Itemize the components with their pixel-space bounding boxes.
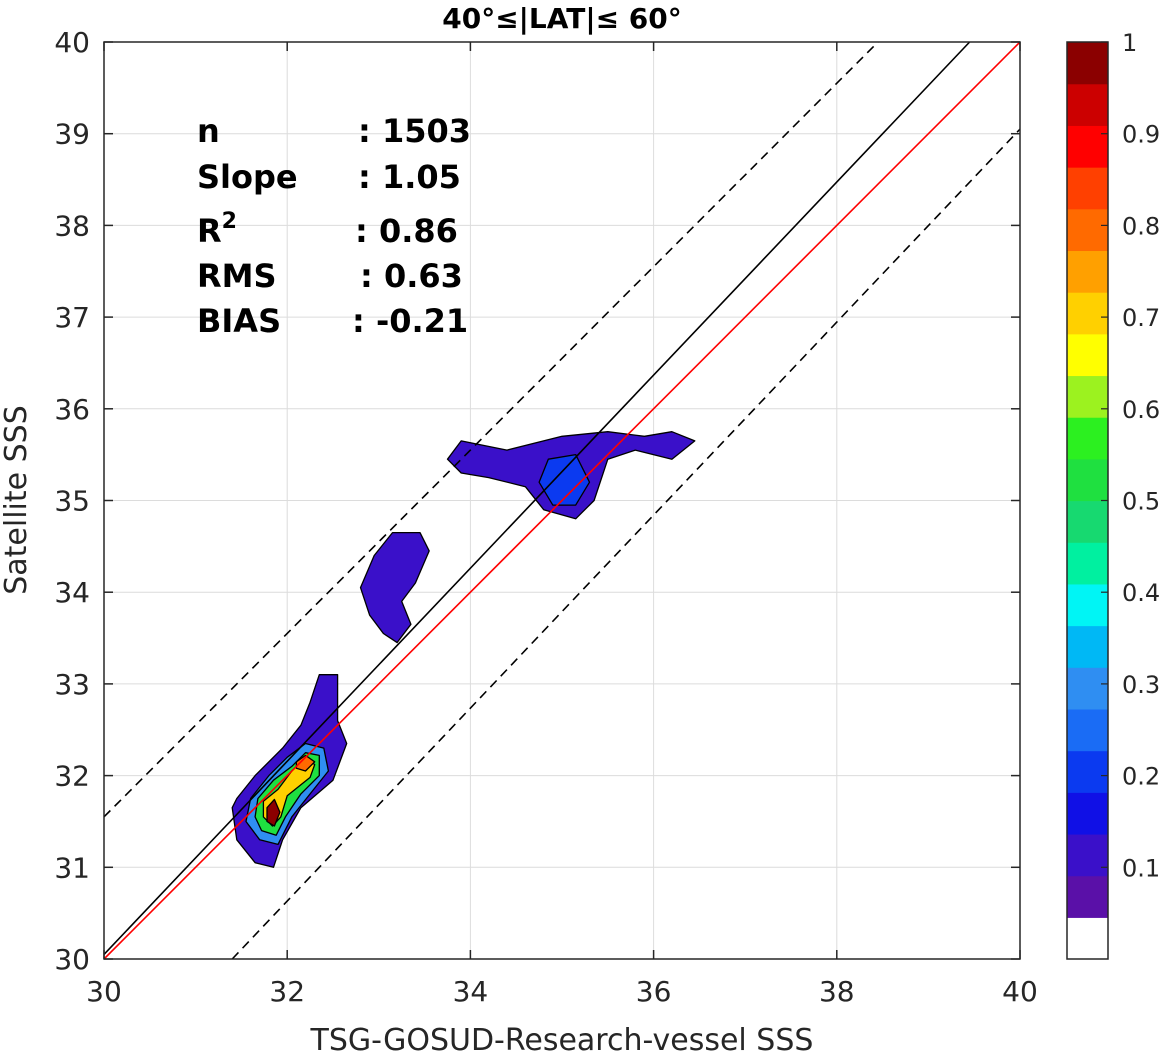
x-tick-label: 30 [86, 975, 122, 1008]
colorbar-tick-label: 0.6 [1122, 396, 1160, 424]
contour-level-1 [266, 798, 281, 827]
stat-value: : 1.05 [358, 158, 461, 196]
stat-value: : -0.21 [352, 302, 468, 340]
colorbar-segment [1067, 375, 1108, 418]
colorbar-segment [1067, 208, 1108, 252]
colorbar-segment [1067, 458, 1108, 502]
colorbar-tick-label: 1 [1122, 29, 1137, 57]
x-tick-label: 34 [453, 975, 489, 1008]
colorbar-segment [1067, 83, 1108, 126]
y-axis-label: Satellite SSS [0, 405, 34, 595]
y-tick-label: 30 [54, 943, 90, 976]
stat-label: BIAS [197, 302, 281, 340]
stat-value: : 1503 [358, 112, 471, 150]
contour-level-0.2 [538, 453, 591, 506]
x-tick-label: 36 [636, 975, 672, 1008]
colorbar-segment [1067, 500, 1108, 543]
one-to-one-line [103, 41, 1021, 960]
colorbar-tick-label: 0.7 [1122, 304, 1160, 332]
colorbar-tick-label: 0.9 [1122, 121, 1160, 149]
stat-label-text: n [197, 112, 220, 150]
y-tick-label: 35 [54, 485, 90, 518]
stat-label: Slope [197, 158, 298, 196]
colorbar-segment [1067, 333, 1108, 377]
colorbar-segment [1067, 917, 1108, 960]
stat-label-superscript: 2 [222, 209, 237, 234]
stat-label-text: Slope [197, 158, 298, 196]
x-tick-label: 40 [1002, 975, 1038, 1008]
colorbar-tick-label: 0.1 [1122, 854, 1160, 882]
colorbar-segment [1067, 167, 1108, 210]
colorbar-segment [1067, 833, 1108, 877]
colorbar-tick-label: 0.8 [1122, 212, 1160, 240]
stat-label: n [197, 112, 220, 150]
y-tick-label: 39 [54, 118, 90, 151]
stat-label: R2 [197, 209, 237, 250]
stats-box: n : 1503 Slope : 1.05 R2 : 0.86 RMS : 0.63 BIAS:… [197, 112, 471, 340]
y-tick-label: 40 [54, 26, 90, 59]
colorbar-segment [1067, 292, 1108, 335]
colorbar-tick-label: 0.3 [1122, 671, 1160, 699]
colorbar-segment [1067, 583, 1108, 627]
x-tick-label: 38 [819, 975, 855, 1008]
colorbar-tick-label: 0.2 [1122, 763, 1160, 791]
colorbar-segment [1067, 542, 1108, 585]
x-axis-label: TSG-GOSUD-Research-vessel SSS [310, 1023, 814, 1055]
colorbar-tick-label: 0.4 [1122, 579, 1160, 607]
reference-lines [103, 41, 1021, 960]
colorbar-segment [1067, 708, 1108, 752]
stat-label: RMS [197, 257, 277, 295]
stat-value: : 0.86 [355, 212, 458, 250]
colorbar-segment [1067, 250, 1108, 293]
y-tick-label: 32 [54, 760, 90, 793]
colorbar: 0.1 0.2 0.3 0.4 0.5 0.6 0.7 0.8 0.9 1 [1066, 29, 1160, 960]
colorbar-segment [1067, 625, 1108, 668]
x-tick-label: 32 [269, 975, 305, 1008]
contour-level-0.1 [359, 531, 430, 644]
colorbar-segment [1067, 667, 1108, 710]
colorbar-segment [1067, 750, 1108, 793]
contour-layer [231, 431, 696, 868]
stat-label-text: R [197, 212, 222, 250]
y-tick-label: 31 [54, 851, 90, 884]
axis-ticks: 30 32 34 36 38 40 30 31 32 33 34 35 36 37 38 39 40 [54, 26, 1037, 1008]
colorbar-segment [1067, 42, 1108, 85]
stat-value: : 0.63 [360, 257, 463, 295]
colorbar-segment [1067, 417, 1108, 460]
y-tick-label: 36 [54, 393, 90, 426]
y-tick-label: 37 [54, 301, 90, 334]
colorbar-segment [1067, 125, 1108, 168]
y-tick-label: 33 [54, 668, 90, 701]
chart-title: 40°≤|LAT|≤ 60° [442, 2, 682, 35]
y-tick-label: 34 [54, 576, 90, 609]
colorbar-tick-label: 0.5 [1122, 488, 1160, 516]
y-tick-label: 38 [54, 209, 90, 242]
colorbar-segment [1067, 792, 1108, 835]
regression-line [103, 41, 971, 955]
lower-bound-line [231, 128, 1021, 960]
upper-bound-line [103, 41, 879, 818]
colorbar-segment [1067, 875, 1108, 918]
stat-label-text: RMS [197, 257, 277, 295]
stat-label-text: BIAS [197, 302, 281, 340]
